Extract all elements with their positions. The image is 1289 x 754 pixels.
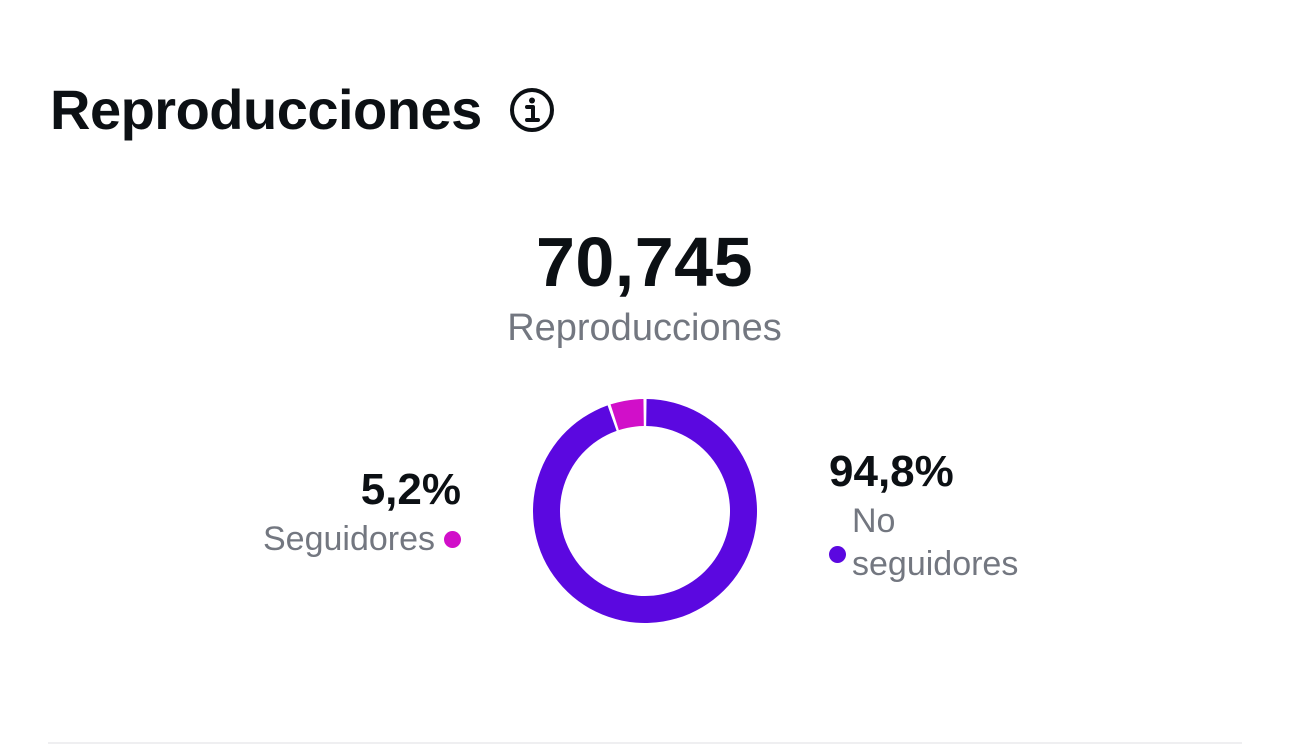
non-followers-color-dot bbox=[829, 546, 846, 563]
total-summary: 70,745 Reproducciones bbox=[0, 222, 1289, 352]
legend-followers: 5,2% Seguidores bbox=[263, 464, 461, 561]
followers-label: Seguidores bbox=[262, 520, 435, 558]
section-title: Reproducciones bbox=[50, 78, 482, 141]
non-followers-legend-row: No seguidores bbox=[829, 500, 1052, 586]
followers-color-dot bbox=[444, 531, 461, 548]
followers-legend-row: Seguidores bbox=[263, 518, 461, 561]
info-circle-icon bbox=[509, 88, 554, 132]
section-header: Reproducciones bbox=[50, 76, 556, 144]
views-donut-chart bbox=[533, 399, 757, 623]
donut-slice-non-followers bbox=[533, 399, 757, 623]
legend-non-followers: 94,8% No seguidores bbox=[829, 446, 1052, 586]
non-followers-label: No seguidores bbox=[852, 502, 1019, 583]
followers-percent: 5,2% bbox=[360, 465, 461, 514]
donut-slice-followers bbox=[610, 399, 644, 431]
total-views-value: 70,745 bbox=[535, 223, 754, 301]
total-views-label: Reproducciones bbox=[507, 307, 782, 349]
section-divider bbox=[48, 742, 1242, 744]
non-followers-percent: 94,8% bbox=[829, 447, 954, 496]
info-icon[interactable] bbox=[508, 86, 556, 134]
